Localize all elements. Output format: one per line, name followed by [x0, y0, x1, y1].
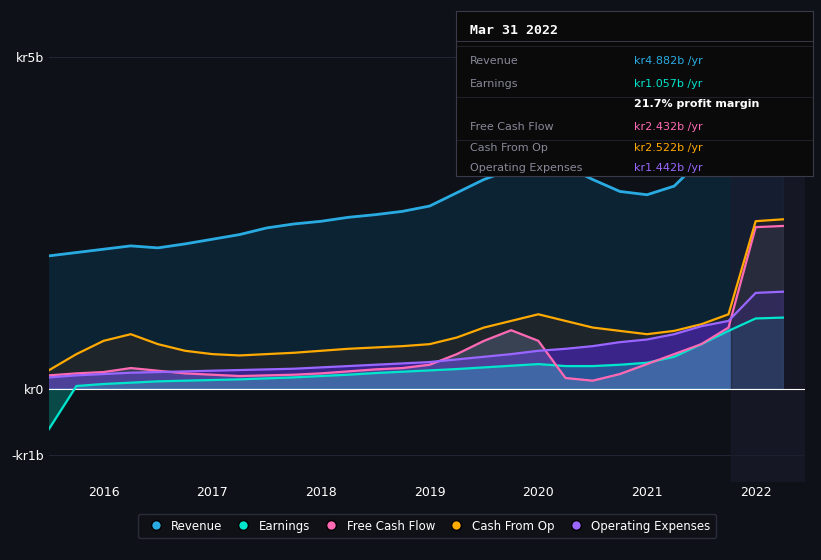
- Text: 21.7% profit margin: 21.7% profit margin: [635, 99, 759, 109]
- Text: Operating Expenses: Operating Expenses: [470, 163, 582, 173]
- Text: kr1.442b /yr: kr1.442b /yr: [635, 163, 703, 173]
- Text: kr2.432b /yr: kr2.432b /yr: [635, 122, 703, 132]
- Text: kr1.057b /yr: kr1.057b /yr: [635, 79, 703, 89]
- Text: Revenue: Revenue: [470, 56, 519, 66]
- Legend: Revenue, Earnings, Free Cash Flow, Cash From Op, Operating Expenses: Revenue, Earnings, Free Cash Flow, Cash …: [138, 514, 716, 539]
- Text: Cash From Op: Cash From Op: [470, 143, 548, 153]
- Text: kr2.522b /yr: kr2.522b /yr: [635, 143, 703, 153]
- Text: kr4.882b /yr: kr4.882b /yr: [635, 56, 703, 66]
- Text: Free Cash Flow: Free Cash Flow: [470, 122, 553, 132]
- Text: Earnings: Earnings: [470, 79, 518, 89]
- Bar: [731, 17, 805, 482]
- Text: Mar 31 2022: Mar 31 2022: [470, 25, 558, 38]
